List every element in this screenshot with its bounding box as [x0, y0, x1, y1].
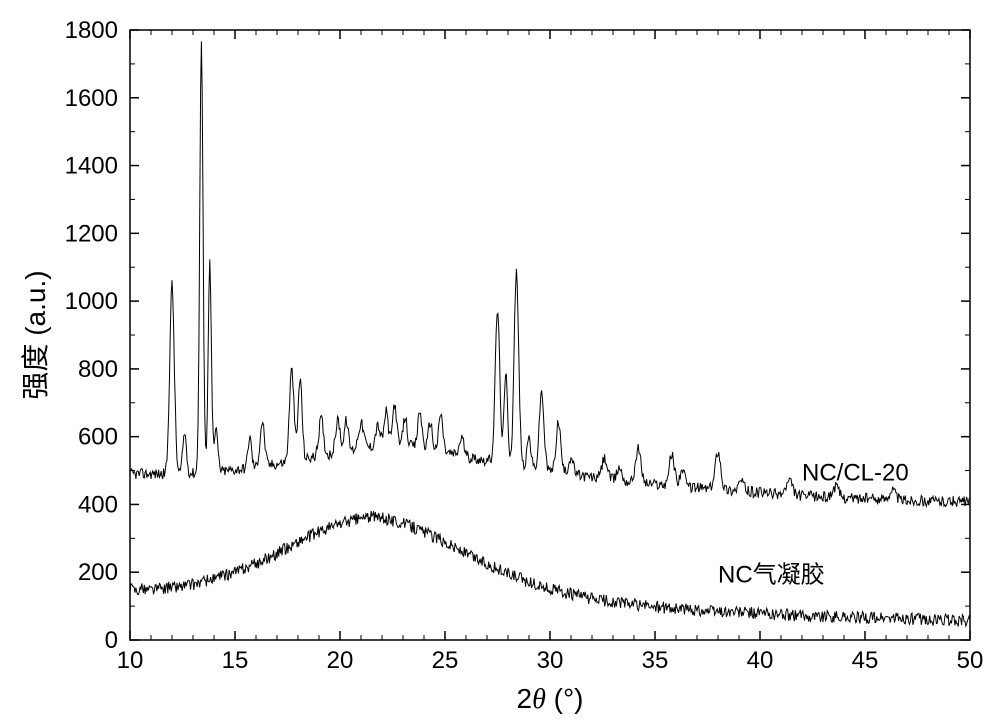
- y-tick-label: 1000: [65, 288, 118, 315]
- x-tick-label: 25: [432, 647, 459, 674]
- x-tick-label: 15: [222, 647, 249, 674]
- x-tick-label: 50: [957, 647, 984, 674]
- x-tick-label: 10: [117, 647, 144, 674]
- y-tick-label: 800: [78, 356, 118, 383]
- x-tick-label: 20: [327, 647, 354, 674]
- series-label: NC气凝胶: [718, 561, 825, 588]
- x-axis-label: 2θ (°): [517, 683, 584, 715]
- series-NC/CL-20: [130, 41, 970, 506]
- xrd-chart: 10 15 20 25 30 35 40 45 50 0 200 400 600 800 1000 1200 1…: [0, 0, 1000, 728]
- y-tick-label: 600: [78, 424, 118, 451]
- y-tick-label: 1400: [65, 153, 118, 180]
- x-tick-label: 30: [537, 647, 564, 674]
- x-tick-label: 35: [642, 647, 669, 674]
- series-NC气凝胶: [130, 511, 970, 627]
- chart-svg: 10 15 20 25 30 35 40 45 50 0 200 400 600 800 1000 1200 1…: [0, 0, 1000, 728]
- series-label: NC/CL-20: [802, 460, 909, 487]
- y-tick-label: 400: [78, 491, 118, 518]
- y-tick-label: 200: [78, 559, 118, 586]
- y-tick-label: 1600: [65, 85, 118, 112]
- x-tick-label: 45: [852, 647, 879, 674]
- y-tick-label: 0: [105, 627, 118, 654]
- x-tick-label: 40: [747, 647, 774, 674]
- y-tick-label: 1800: [65, 17, 118, 44]
- y-tick-label: 1200: [65, 220, 118, 247]
- y-axis-label: 强度 (a.u.): [20, 270, 51, 399]
